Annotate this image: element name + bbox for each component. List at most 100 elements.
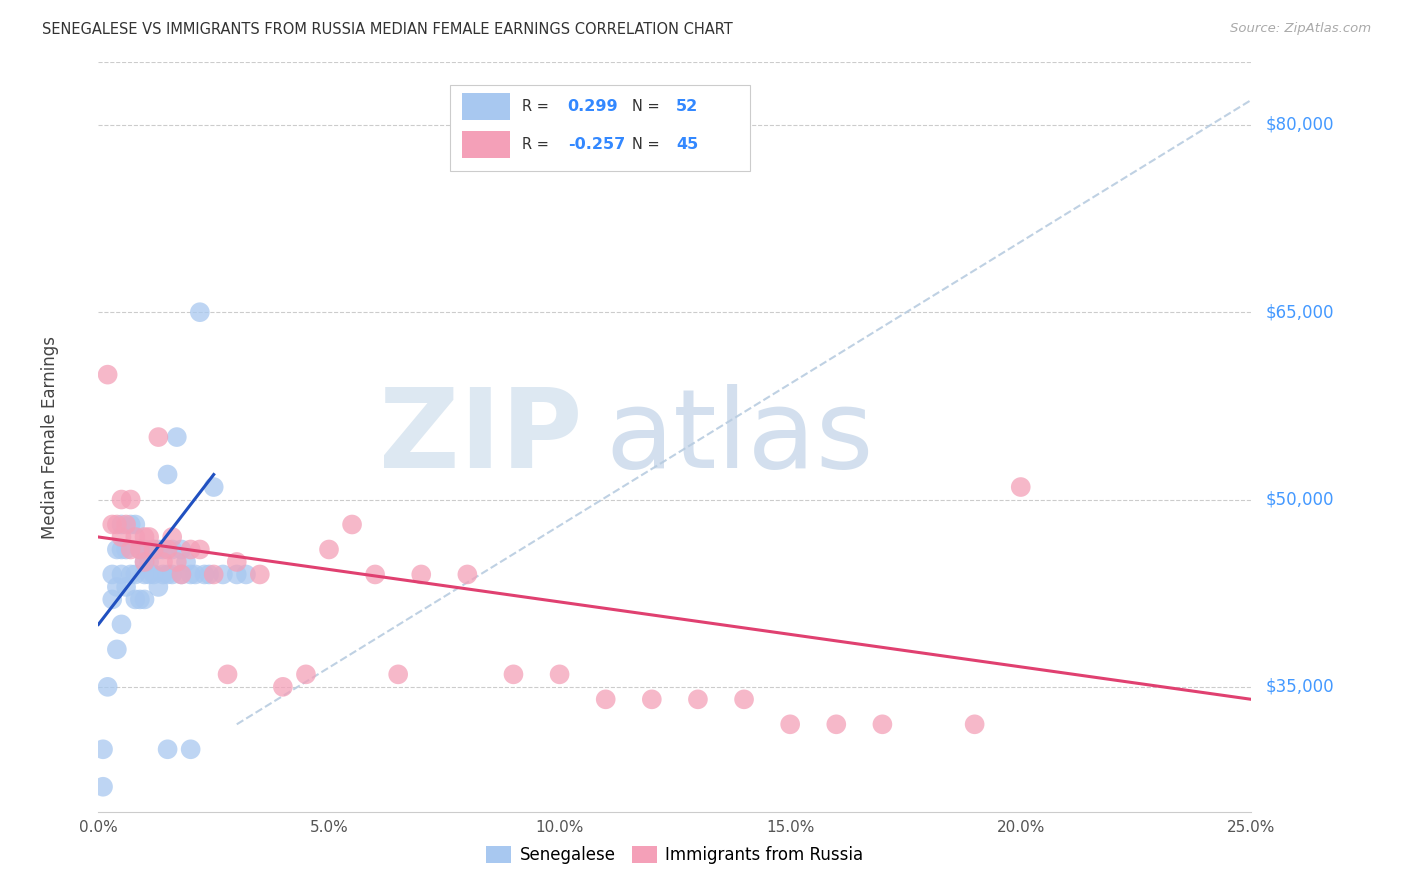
FancyBboxPatch shape — [450, 85, 749, 171]
Point — [134, 567, 156, 582]
Point — [174, 555, 197, 569]
Point — [115, 542, 138, 557]
Point — [120, 492, 142, 507]
Point — [180, 542, 202, 557]
Point — [202, 480, 225, 494]
Point — [156, 542, 179, 557]
Text: SENEGALESE VS IMMIGRANTS FROM RUSSIA MEDIAN FEMALE EARNINGS CORRELATION CHART: SENEGALESE VS IMMIGRANTS FROM RUSSIA MED… — [42, 22, 733, 37]
Point — [249, 567, 271, 582]
Point — [193, 567, 215, 582]
Point — [160, 542, 183, 557]
Point — [225, 555, 247, 569]
FancyBboxPatch shape — [461, 93, 510, 120]
Point — [170, 542, 193, 557]
Text: $35,000: $35,000 — [1265, 678, 1334, 696]
Point — [825, 717, 848, 731]
Point — [180, 742, 202, 756]
Point — [134, 530, 156, 544]
Point — [387, 667, 409, 681]
Point — [548, 667, 571, 681]
Point — [271, 680, 294, 694]
Text: 45: 45 — [676, 136, 699, 152]
Point — [129, 542, 152, 557]
Point — [595, 692, 617, 706]
Text: $80,000: $80,000 — [1265, 116, 1334, 134]
Point — [152, 555, 174, 569]
Point — [105, 642, 128, 657]
Point — [101, 517, 124, 532]
Point — [142, 542, 165, 557]
Text: atlas: atlas — [606, 384, 875, 491]
Point — [129, 542, 152, 557]
Point — [134, 555, 156, 569]
Point — [170, 567, 193, 582]
Text: 0.299: 0.299 — [568, 99, 619, 114]
Point — [110, 567, 132, 582]
Point — [138, 555, 160, 569]
Point — [188, 542, 211, 557]
Point — [456, 567, 478, 582]
Text: N =: N = — [633, 99, 659, 114]
Text: R =: R = — [522, 99, 548, 114]
Text: -0.257: -0.257 — [568, 136, 624, 152]
Point — [97, 368, 120, 382]
Point — [124, 517, 146, 532]
Point — [166, 430, 188, 444]
Point — [138, 530, 160, 544]
Point — [105, 580, 128, 594]
Point — [156, 567, 179, 582]
Point — [134, 542, 156, 557]
Text: N =: N = — [633, 136, 659, 152]
Point — [97, 680, 120, 694]
Text: 52: 52 — [676, 99, 699, 114]
Point — [872, 717, 894, 731]
Point — [295, 667, 318, 681]
Point — [110, 517, 132, 532]
Point — [411, 567, 433, 582]
Point — [212, 567, 235, 582]
Point — [124, 592, 146, 607]
Point — [225, 567, 247, 582]
Point — [318, 542, 340, 557]
Point — [134, 555, 156, 569]
Point — [101, 592, 124, 607]
Point — [142, 567, 165, 582]
Point — [733, 692, 755, 706]
Point — [188, 305, 211, 319]
Point — [115, 517, 138, 532]
Point — [184, 567, 207, 582]
Point — [101, 567, 124, 582]
Text: Median Female Earnings: Median Female Earnings — [41, 335, 59, 539]
Text: Source: ZipAtlas.com: Source: ZipAtlas.com — [1230, 22, 1371, 36]
Legend: Senegalese, Immigrants from Russia: Senegalese, Immigrants from Russia — [479, 839, 870, 871]
Point — [641, 692, 664, 706]
Point — [160, 567, 183, 582]
Text: $50,000: $50,000 — [1265, 491, 1334, 508]
Point — [1010, 480, 1032, 494]
Point — [180, 567, 202, 582]
Point — [91, 780, 114, 794]
Point — [156, 742, 179, 756]
Point — [148, 430, 170, 444]
Point — [105, 517, 128, 532]
Point — [110, 617, 132, 632]
Point — [340, 517, 363, 532]
Point — [124, 530, 146, 544]
Point — [156, 467, 179, 482]
Point — [115, 580, 138, 594]
Point — [120, 542, 142, 557]
Point — [202, 567, 225, 582]
Point — [134, 592, 156, 607]
FancyBboxPatch shape — [461, 130, 510, 158]
Point — [152, 542, 174, 557]
Text: $65,000: $65,000 — [1265, 303, 1334, 321]
Point — [148, 580, 170, 594]
Point — [364, 567, 387, 582]
Point — [235, 567, 257, 582]
Point — [170, 567, 193, 582]
Point — [124, 567, 146, 582]
Point — [91, 742, 114, 756]
Point — [110, 530, 132, 544]
Point — [105, 542, 128, 557]
Text: ZIP: ZIP — [380, 384, 582, 491]
